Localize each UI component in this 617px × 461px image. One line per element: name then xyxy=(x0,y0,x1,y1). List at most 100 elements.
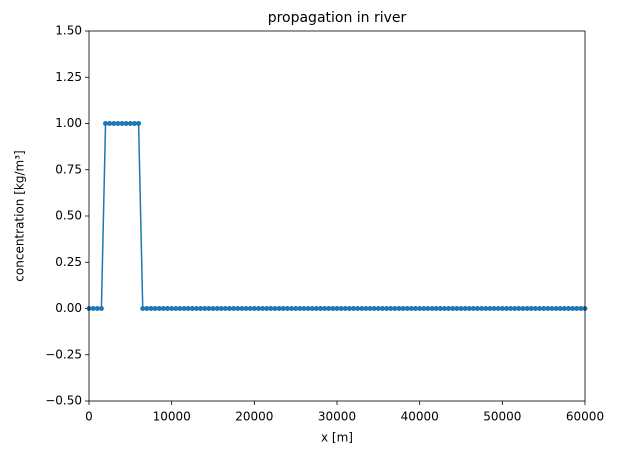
x-tick-label: 0 xyxy=(85,410,93,424)
marker xyxy=(169,306,175,311)
x-axis-label: x [m] xyxy=(321,431,353,445)
marker xyxy=(532,306,538,311)
marker xyxy=(549,306,555,311)
marker xyxy=(326,306,332,311)
line xyxy=(89,122,585,310)
marker xyxy=(425,306,431,311)
marker xyxy=(247,306,253,311)
marker xyxy=(565,306,571,311)
marker xyxy=(210,306,216,311)
marker xyxy=(437,306,443,311)
marker xyxy=(289,306,295,311)
marker xyxy=(537,306,543,311)
marker xyxy=(421,306,427,311)
marker xyxy=(458,306,464,311)
marker xyxy=(491,306,497,311)
marker xyxy=(297,306,303,311)
marker xyxy=(131,121,137,126)
marker xyxy=(94,306,100,311)
marker xyxy=(107,121,113,126)
marker xyxy=(177,306,183,311)
marker xyxy=(441,306,447,311)
marker xyxy=(235,306,241,311)
marker xyxy=(156,306,162,311)
marker xyxy=(450,306,456,311)
marker xyxy=(185,306,191,311)
marker xyxy=(293,306,299,311)
y-tick-label: 1.25 xyxy=(55,70,82,84)
marker xyxy=(251,306,257,311)
x-tick-label: 40000 xyxy=(401,410,439,424)
marker xyxy=(123,121,129,126)
marker xyxy=(103,121,109,126)
marker xyxy=(355,306,361,311)
marker xyxy=(384,306,390,311)
marker xyxy=(557,306,563,311)
marker xyxy=(111,121,117,126)
marker xyxy=(375,306,381,311)
marker xyxy=(495,306,501,311)
x-tick-label: 20000 xyxy=(235,410,273,424)
marker xyxy=(280,306,286,311)
marker xyxy=(144,306,150,311)
marker xyxy=(119,121,125,126)
y-tick-label: 1.00 xyxy=(55,116,82,130)
marker xyxy=(227,306,233,311)
marker xyxy=(239,306,245,311)
marker xyxy=(127,121,133,126)
marker xyxy=(98,306,104,311)
marker xyxy=(313,306,319,311)
marker xyxy=(400,306,406,311)
y-tick-label: 1.50 xyxy=(55,24,82,38)
marker xyxy=(454,306,460,311)
chart-title: propagation in river xyxy=(268,10,407,26)
marker xyxy=(574,306,580,311)
marker xyxy=(322,306,328,311)
marker xyxy=(284,306,290,311)
marker xyxy=(570,306,576,311)
marker xyxy=(346,306,352,311)
marker xyxy=(541,306,547,311)
marker xyxy=(433,306,439,311)
marker xyxy=(243,306,249,311)
x-tick-label: 10000 xyxy=(153,410,191,424)
x-tick-label: 50000 xyxy=(483,410,521,424)
y-tick-label: −0.25 xyxy=(45,347,82,361)
y-tick-label: 0.25 xyxy=(55,255,82,269)
marker xyxy=(202,306,208,311)
marker xyxy=(330,306,336,311)
marker xyxy=(276,306,282,311)
marker xyxy=(408,306,414,311)
marker xyxy=(545,306,551,311)
y-tick-label: 0.00 xyxy=(55,301,82,315)
marker xyxy=(367,306,373,311)
marker xyxy=(198,306,204,311)
marker xyxy=(404,306,410,311)
plot-frame xyxy=(88,30,586,402)
marker xyxy=(503,306,509,311)
marker xyxy=(317,306,323,311)
marker xyxy=(413,306,419,311)
marker xyxy=(578,306,584,311)
y-tick-label: −0.50 xyxy=(45,394,82,408)
marker xyxy=(222,306,228,311)
marker xyxy=(264,306,270,311)
marker xyxy=(148,306,154,311)
y-tick-label: 0.75 xyxy=(55,162,82,176)
marker xyxy=(140,306,146,311)
marker xyxy=(181,306,187,311)
x-tick-label: 30000 xyxy=(318,410,356,424)
marker xyxy=(561,306,567,311)
marker xyxy=(342,306,348,311)
marker xyxy=(206,306,212,311)
marker xyxy=(475,306,481,311)
marker xyxy=(260,306,266,311)
marker xyxy=(417,306,423,311)
marker xyxy=(462,306,468,311)
marker xyxy=(214,306,220,311)
marker xyxy=(152,306,158,311)
marker xyxy=(508,306,514,311)
marker xyxy=(396,306,402,311)
marker xyxy=(189,306,195,311)
marker xyxy=(338,306,344,311)
